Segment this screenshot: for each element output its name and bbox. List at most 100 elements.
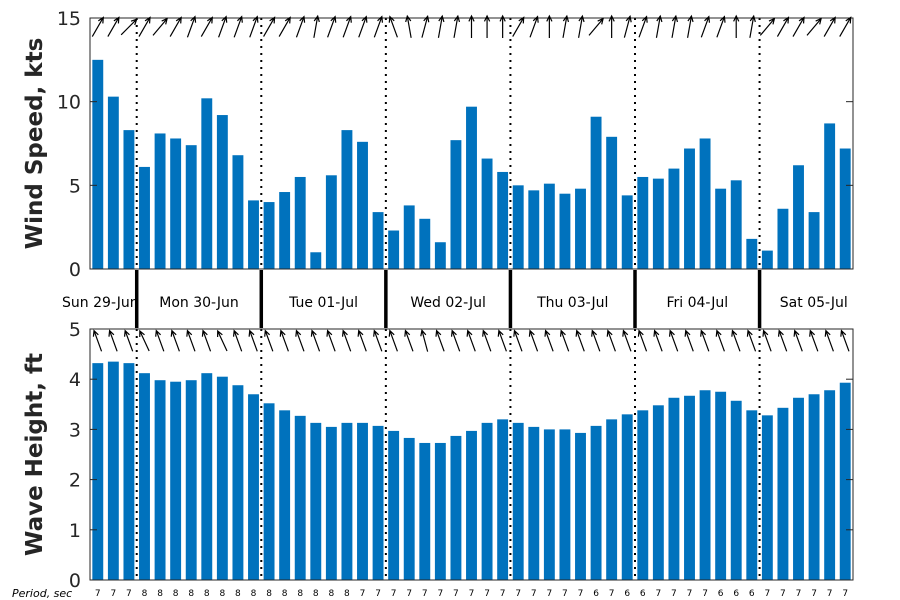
bar	[637, 410, 649, 580]
direction-arrow	[405, 14, 412, 38]
direction-arrow	[404, 329, 414, 352]
period-value: 7	[827, 589, 833, 599]
period-value: 7	[515, 589, 521, 599]
direction-arrow	[123, 329, 134, 352]
period-value: 7	[484, 589, 490, 599]
y-tick-label: 10	[57, 92, 81, 114]
bar	[761, 250, 773, 269]
period-value: 7	[687, 589, 693, 599]
bar	[279, 410, 291, 580]
bar	[668, 397, 680, 580]
period-value: 6	[718, 589, 724, 599]
direction-arrow	[577, 14, 585, 38]
bar	[310, 422, 322, 580]
period-value: 7	[796, 589, 802, 599]
bar	[154, 133, 166, 269]
period-value: 7	[95, 589, 101, 599]
direction-arrow	[823, 16, 836, 37]
bar	[528, 190, 540, 269]
direction-arrow	[839, 16, 852, 37]
direction-arrow	[421, 15, 430, 38]
bar	[481, 158, 493, 269]
period-value: 7	[453, 589, 459, 599]
direction-arrow	[700, 329, 710, 352]
period-value: 7	[546, 589, 552, 599]
bar	[92, 363, 104, 580]
bar	[466, 106, 477, 269]
direction-arrow	[759, 17, 776, 36]
bar	[403, 437, 415, 580]
period-value: 7	[780, 589, 786, 599]
direction-arrow	[279, 329, 289, 352]
direction-arrow	[806, 17, 823, 36]
bar	[201, 373, 213, 580]
direction-arrow	[358, 15, 368, 38]
bar	[450, 435, 462, 580]
period-value: 6	[624, 589, 630, 599]
bar	[606, 136, 618, 269]
bar	[575, 188, 586, 269]
direction-arrow	[513, 329, 523, 352]
direction-arrow	[437, 14, 445, 38]
direction-arrow	[562, 14, 570, 38]
period-value: 8	[251, 589, 257, 599]
direction-arrow	[373, 329, 383, 352]
direction-arrow	[278, 16, 291, 37]
bar	[232, 385, 244, 580]
direction-arrow	[715, 329, 725, 352]
bar	[419, 218, 431, 269]
bar	[497, 171, 509, 269]
period-value: 8	[188, 589, 194, 599]
period-value: 8	[282, 589, 288, 599]
bar	[123, 130, 135, 269]
y-tick-label: 4	[69, 369, 81, 391]
period-value: 7	[811, 589, 817, 599]
day-label: Thu 03-Jul	[536, 295, 608, 311]
bar	[824, 123, 836, 269]
bar	[652, 178, 664, 269]
direction-arrow	[793, 329, 803, 352]
wave-height-panel: 0 1 2 3 4 5 Wave Height, ft	[22, 319, 854, 592]
bar	[357, 422, 368, 580]
period-value: 6	[733, 589, 739, 599]
y-tick-label: 15	[57, 8, 81, 30]
y-tick-label: 2	[69, 470, 81, 492]
bar	[185, 380, 197, 580]
bar	[372, 212, 384, 269]
bar	[92, 59, 104, 270]
bar	[512, 185, 524, 269]
bar	[341, 422, 353, 580]
bar	[123, 363, 135, 580]
direction-arrow	[483, 14, 491, 38]
direction-arrow	[792, 16, 805, 37]
direction-arrow	[295, 15, 306, 38]
bar	[543, 429, 555, 580]
period-value: 7	[375, 589, 381, 599]
bar	[325, 426, 337, 580]
bar	[497, 419, 509, 580]
bar	[107, 361, 119, 580]
bar	[170, 381, 182, 580]
direction-arrow	[749, 14, 756, 38]
direction-arrow	[512, 16, 525, 37]
direction-arrow	[671, 14, 679, 38]
period-value: 8	[344, 589, 350, 599]
direction-arrow	[637, 329, 648, 352]
period-value: 7	[578, 589, 584, 599]
direction-arrow	[138, 16, 151, 37]
direction-arrow	[341, 329, 352, 352]
bar	[325, 175, 337, 269]
bar	[388, 230, 400, 269]
day-label: Wed 02-Jul	[410, 295, 486, 311]
direction-arrow	[139, 329, 150, 352]
period-value: 7	[437, 589, 443, 599]
direction-arrow	[668, 329, 679, 352]
bar	[777, 208, 789, 269]
direction-arrow	[388, 15, 398, 38]
direction-arrow	[591, 329, 601, 352]
direction-arrow	[466, 329, 476, 352]
period-value: 8	[235, 589, 241, 599]
wind-speed-panel: 0 5 10 15 Wind Speed, kts	[22, 8, 854, 281]
period-value: 7	[422, 589, 428, 599]
bar	[793, 397, 804, 580]
